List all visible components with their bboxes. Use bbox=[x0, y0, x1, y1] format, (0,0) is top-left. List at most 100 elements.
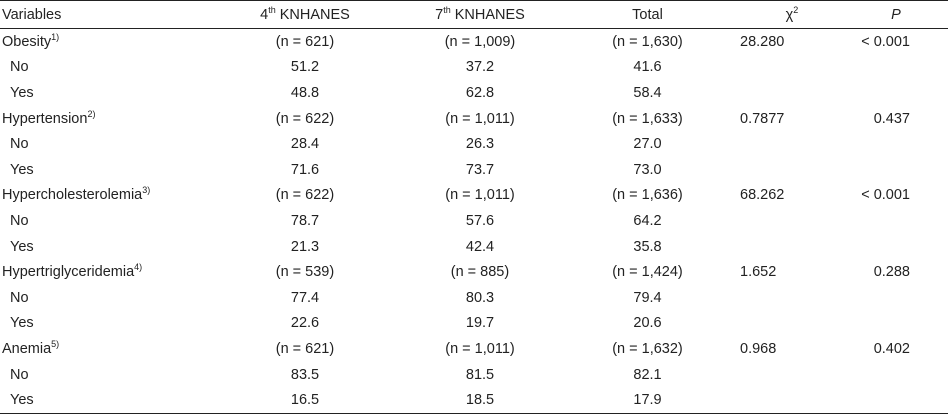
value-total: 82.1 bbox=[633, 366, 662, 383]
empty-p bbox=[844, 208, 948, 234]
value-7th: 19.7 bbox=[465, 315, 495, 332]
header-chi-base: χ bbox=[785, 6, 794, 23]
empty-chi bbox=[740, 55, 844, 81]
row-label: No bbox=[10, 366, 29, 383]
table-row: No 28.4 26.3 27.0 bbox=[0, 131, 948, 157]
footnote-marker: 3) bbox=[142, 185, 151, 196]
row-label: Yes bbox=[10, 315, 34, 332]
group-row: Obesity1) (n = 621) (n = 1,009) (n = 1,630)… bbox=[0, 29, 948, 55]
value-4th: 22.6 bbox=[290, 315, 320, 332]
chi-square-value: 1.652 bbox=[740, 264, 777, 281]
n-7th: (n = 1,011) bbox=[445, 110, 515, 127]
header-variables: Variables bbox=[0, 0, 205, 29]
empty-p bbox=[844, 387, 948, 414]
value-total: 35.8 bbox=[633, 238, 662, 255]
table-header: Variables 4th KNHANES 7th KNHANES Total … bbox=[0, 0, 948, 29]
variable-name: Obesity1) bbox=[0, 29, 205, 55]
n-total: (n = 1,424) bbox=[612, 264, 683, 281]
n-7th: (n = 1,009) bbox=[444, 33, 516, 50]
row-label: Yes bbox=[10, 84, 34, 101]
header-7th-knhanes: 7th KNHANES bbox=[405, 0, 555, 29]
chi-square-value: 0.968 bbox=[740, 340, 777, 357]
table-row: Yes 16.5 18.5 17.9 bbox=[0, 387, 948, 414]
variable-label: Hypercholesterolemia bbox=[2, 187, 143, 204]
table-row: No 51.2 37.2 41.6 bbox=[0, 55, 948, 81]
header-row: Variables 4th KNHANES 7th KNHANES Total … bbox=[0, 0, 948, 29]
value-total: 27.0 bbox=[633, 136, 662, 153]
value-7th: 57.6 bbox=[465, 212, 495, 229]
n-4th: (n = 622) bbox=[275, 110, 335, 127]
n-7th: (n = 1,011) bbox=[445, 187, 515, 204]
value-4th: 28.4 bbox=[290, 136, 320, 153]
variable-label: Obesity bbox=[2, 33, 52, 50]
value-4th: 21.3 bbox=[290, 238, 320, 255]
n-7th: (n = 1,011) bbox=[445, 340, 515, 357]
empty-chi bbox=[740, 80, 844, 106]
value-7th: 18.5 bbox=[405, 387, 555, 414]
empty-p bbox=[844, 157, 948, 183]
n-7th: (n = 885) bbox=[450, 264, 510, 281]
value-7th: 62.8 bbox=[465, 84, 495, 101]
value-7th: 81.5 bbox=[465, 366, 495, 383]
n-total: (n = 1,633) bbox=[612, 110, 683, 127]
footnote-marker: 2) bbox=[87, 108, 96, 119]
value-7th: 80.3 bbox=[465, 289, 495, 306]
table-row: No 77.4 80.3 79.4 bbox=[0, 285, 948, 311]
empty-chi bbox=[740, 387, 844, 414]
value-4th: 71.6 bbox=[290, 161, 320, 178]
empty-p bbox=[844, 55, 948, 81]
value-4th: 77.4 bbox=[290, 289, 320, 306]
header-chi-square: χ2 bbox=[740, 0, 844, 29]
empty-chi bbox=[740, 285, 844, 311]
value-total: 73.0 bbox=[633, 161, 662, 178]
variable-label: Hypertension bbox=[2, 110, 88, 127]
value-total: 17.9 bbox=[555, 387, 740, 414]
row-label: Yes bbox=[10, 238, 34, 255]
p-value: 0.437 bbox=[873, 110, 910, 127]
value-7th: 26.3 bbox=[465, 136, 495, 153]
table-row: Yes 71.6 73.7 73.0 bbox=[0, 157, 948, 183]
group-row: Hypertension2) (n = 622) (n = 1,011) (n = 1… bbox=[0, 106, 948, 132]
row-label: No bbox=[10, 136, 29, 153]
header-4th-text: KNHANES bbox=[275, 6, 350, 23]
n-4th: (n = 621) bbox=[275, 33, 335, 50]
header-7th-text: KNHANES bbox=[450, 6, 525, 23]
p-value: 0.402 bbox=[873, 340, 910, 357]
row-label: No bbox=[10, 289, 29, 306]
value-total: 41.6 bbox=[633, 59, 662, 76]
empty-chi bbox=[740, 131, 844, 157]
empty-chi bbox=[740, 208, 844, 234]
table-row: Yes 22.6 19.7 20.6 bbox=[0, 311, 948, 337]
empty-p bbox=[844, 285, 948, 311]
value-4th: 48.8 bbox=[290, 84, 320, 101]
chi-square-value: 68.262 bbox=[740, 187, 785, 204]
table-body: Obesity1) (n = 621) (n = 1,009) (n = 1,630)… bbox=[0, 29, 948, 414]
header-4th-sup: th bbox=[268, 4, 276, 15]
row-label: No bbox=[10, 59, 29, 76]
value-4th: 51.2 bbox=[290, 59, 320, 76]
value-7th: 42.4 bbox=[465, 238, 495, 255]
header-p-value: P bbox=[844, 0, 948, 29]
header-4th-num: 4 bbox=[260, 6, 269, 23]
table-row: No 78.7 57.6 64.2 bbox=[0, 208, 948, 234]
empty-chi bbox=[740, 362, 844, 388]
row-label: Yes bbox=[0, 387, 205, 414]
empty-p bbox=[844, 234, 948, 260]
n-total: (n = 1,636) bbox=[612, 187, 683, 204]
value-4th: 78.7 bbox=[290, 212, 320, 229]
variable-name: Anemia5) bbox=[0, 336, 205, 362]
table-row: Yes 48.8 62.8 58.4 bbox=[0, 80, 948, 106]
group-row: Hypertriglyceridemia4) (n = 539) (n = 885)… bbox=[0, 259, 948, 285]
chi-square-value: 0.7877 bbox=[740, 110, 785, 127]
table-row: Yes 21.3 42.4 35.8 bbox=[0, 234, 948, 260]
chi-square-value: 28.280 bbox=[740, 33, 785, 50]
header-chi-sup: 2 bbox=[793, 4, 799, 15]
header-7th-num: 7 bbox=[435, 6, 444, 23]
header-7th-sup: th bbox=[443, 4, 451, 15]
variable-name: Hypercholesterolemia3) bbox=[0, 183, 205, 209]
value-total: 58.4 bbox=[633, 84, 662, 101]
value-total: 20.6 bbox=[633, 315, 662, 332]
empty-chi bbox=[740, 234, 844, 260]
p-value: 0.288 bbox=[873, 264, 910, 281]
